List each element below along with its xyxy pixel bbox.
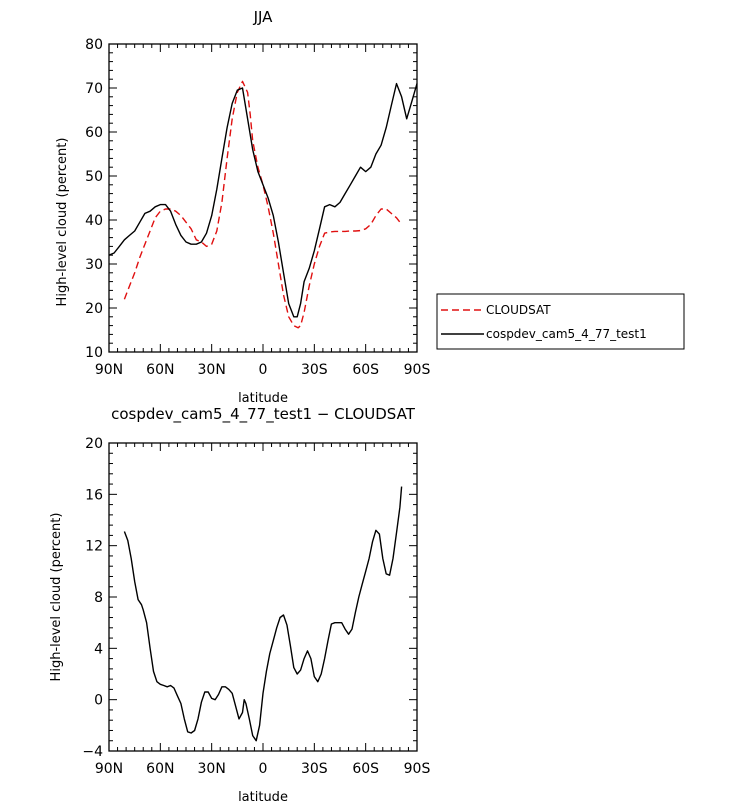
top-series-line-cloudsat <box>123 80 403 329</box>
top-y-tick-label: 60 <box>85 125 103 141</box>
bottom-x-tick-label: 90N <box>95 761 123 777</box>
bottom-axis-ticks: 90N 60N 30N 0 30S 60S 90S −4 0 4 8 12 16 20 <box>82 436 430 777</box>
top-y-tick-label: 30 <box>85 257 103 273</box>
top-axis-ticks: 90N 60N 30N 0 30S 60S 90S 10 20 30 40 50 60 70 80 <box>85 37 430 378</box>
top-x-tick-label: 30S <box>301 362 328 378</box>
bottom-y-tick-label: 8 <box>94 590 103 606</box>
bottom-plot-frame <box>108 442 418 752</box>
top-y-tick-label: 20 <box>85 301 103 317</box>
legend-box <box>436 293 685 350</box>
top-x-tick-label: 0 <box>259 362 268 378</box>
bottom-y-tick-label: 4 <box>94 641 103 657</box>
bottom-x-tick-label: 60N <box>146 761 174 777</box>
bottom-chart-title: cospdev_cam5_4_77_test1 − CLOUDSAT <box>111 405 416 424</box>
bottom-x-tick-label: 0 <box>259 761 268 777</box>
top-y-tick-label: 70 <box>85 81 103 97</box>
bottom-y-tick-label: 20 <box>85 436 103 452</box>
bottom-series-group <box>123 486 403 742</box>
top-y-tick-label: 40 <box>85 213 103 229</box>
top-x-tick-label: 30N <box>198 362 226 378</box>
bottom-y-tick-label: −4 <box>82 744 103 760</box>
bottom-x-tick-label: 30N <box>198 761 226 777</box>
top-panel: JJA High-level cloud (percent) latitude … <box>55 8 685 406</box>
bottom-y-tick-label: 12 <box>85 539 103 555</box>
top-plot-frame <box>108 43 418 353</box>
legend-label-model: cospdev_cam5_4_77_test1 <box>486 327 647 341</box>
legend: CLOUDSAT cospdev_cam5_4_77_test1 <box>436 293 685 350</box>
bottom-panel: cospdev_cam5_4_77_test1 − CLOUDSAT High-… <box>49 405 430 805</box>
bottom-x-tick-label: 30S <box>301 761 328 777</box>
top-y-axis-label: High-level cloud (percent) <box>55 138 70 307</box>
bottom-series-line-0 <box>123 486 403 742</box>
top-y-tick-label: 80 <box>85 37 103 53</box>
bottom-y-tick-label: 16 <box>85 487 103 503</box>
top-x-tick-label: 90S <box>404 362 431 378</box>
top-y-tick-label: 50 <box>85 169 103 185</box>
legend-label-cloudsat: CLOUDSAT <box>486 303 551 317</box>
bottom-y-axis-label: High-level cloud (percent) <box>49 513 64 682</box>
bottom-x-tick-label: 60S <box>352 761 379 777</box>
top-y-tick-label: 10 <box>85 345 103 361</box>
top-x-tick-label: 60S <box>352 362 379 378</box>
top-x-axis-label: latitude <box>238 391 288 406</box>
top-series-group <box>108 80 418 329</box>
bottom-x-tick-label: 90S <box>404 761 431 777</box>
bottom-y-tick-label: 0 <box>94 693 103 709</box>
top-chart-title: JJA <box>253 8 274 26</box>
top-series-line-cospdev-cam5-4-77-test1 <box>108 82 418 318</box>
top-x-tick-label: 60N <box>146 362 174 378</box>
bottom-x-axis-label: latitude <box>238 790 288 805</box>
top-x-tick-label: 90N <box>95 362 123 378</box>
